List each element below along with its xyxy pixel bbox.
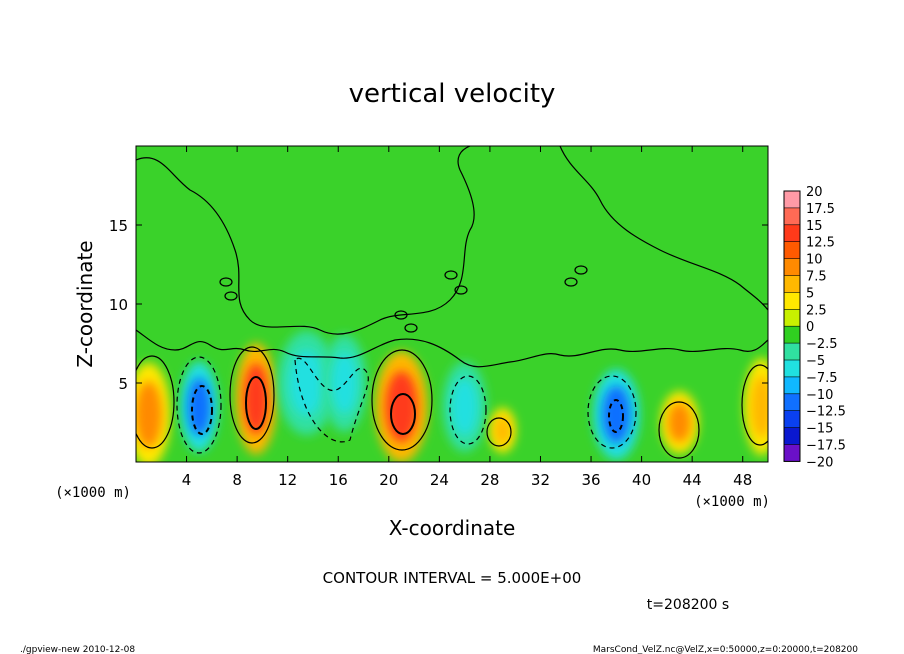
contour-negative	[608, 399, 624, 433]
colorbar-swatch	[784, 360, 800, 377]
colorbar-swatch	[784, 309, 800, 327]
x-tick-label: 12	[278, 471, 297, 489]
x-axis-label: X-coordinate	[389, 516, 516, 540]
colorbar-swatch	[784, 207, 800, 225]
colorbar-swatch	[784, 275, 800, 293]
contour-zero-line	[136, 329, 768, 368]
colorbar-swatch	[784, 444, 800, 462]
contour-zero-line	[741, 364, 768, 446]
colorbar-swatch	[784, 393, 800, 411]
colorbar-label: −5	[806, 354, 825, 369]
contour-negative	[176, 356, 222, 454]
heatmap-cell	[494, 416, 511, 445]
heatmap-cell	[668, 402, 692, 443]
contour-zero-line	[486, 417, 512, 447]
x-tick-label: 48	[733, 471, 752, 489]
contour-zero-line	[559, 146, 768, 311]
colorbar-swatch	[784, 191, 800, 208]
colorbar-swatch	[784, 410, 800, 428]
contour-positive	[390, 393, 416, 435]
contour-positive	[245, 376, 267, 430]
colorbar-label: −2.5	[806, 337, 838, 352]
heatmap-cell	[751, 375, 768, 438]
contour-negative	[449, 375, 487, 445]
contour-zero-line	[229, 346, 275, 444]
colorbar: 20 17.5 15 12.5 10 7.55 2.5 0 −2.5 −5 −7.5 −10 −12.5…	[783, 185, 846, 470]
y-tick-label: 10	[109, 296, 128, 314]
contour-negative	[191, 385, 213, 435]
y-axis-unit: (×1000 m)	[55, 485, 131, 501]
x-tick-label: 4	[182, 471, 192, 489]
colorbar-label: 17.5	[806, 202, 835, 217]
contour-zero-line	[136, 146, 475, 335]
x-tick-label: 8	[232, 471, 242, 489]
contour-negative	[587, 375, 637, 449]
x-tick-label: 36	[581, 471, 600, 489]
y-tick-label: 15	[109, 217, 128, 235]
heatmap-cell	[451, 377, 478, 436]
contour-lines	[136, 146, 768, 459]
x-tick-label: 44	[683, 471, 702, 489]
colorbar-label: 20	[806, 185, 823, 200]
colorbar-label: 2.5	[806, 303, 827, 318]
colorbar-label: 15	[806, 219, 823, 234]
y-tick-label: 5	[118, 375, 128, 393]
colorbar-swatch	[784, 241, 800, 259]
x-tick-label: 16	[329, 471, 348, 489]
heatmap-cell	[385, 371, 418, 443]
colorbar-label: 5	[806, 286, 814, 301]
heatmap-cell	[602, 385, 631, 444]
colorbar-swatch	[784, 343, 800, 360]
colorbar-swatch	[784, 258, 800, 276]
heatmap-cell	[288, 349, 325, 417]
x-tick-label: 24	[430, 471, 449, 489]
colorbar-label: 10	[806, 253, 823, 268]
heatmap-cell	[136, 381, 162, 448]
colorbar-label: 0	[806, 320, 814, 335]
footer-left: ./gpview-new 2010-12-08	[20, 645, 135, 654]
colorbar-label: −10	[806, 388, 833, 403]
time-text: t=208200 s	[647, 597, 729, 613]
x-tick-label: 40	[632, 471, 651, 489]
x-tick-label: 32	[531, 471, 550, 489]
footer-right: MarsCond_VelZ.nc@VelZ,x=0:50000,z=0:2000…	[593, 645, 858, 654]
colorbar-label: −12.5	[806, 405, 846, 420]
chart-title: vertical velocity	[349, 79, 556, 109]
colorbar-label: 12.5	[806, 236, 835, 251]
small-contour-loops	[219, 265, 588, 333]
colorbar-swatch	[784, 376, 800, 394]
colorbar-label: −20	[806, 455, 833, 470]
contour-zero-line	[371, 349, 433, 451]
colorbar-label: −15	[806, 422, 833, 437]
y-axis-label: Z-coordinate	[73, 240, 97, 367]
colorbar-swatch	[784, 326, 800, 344]
colorbar-label: −17.5	[806, 439, 846, 454]
negative-contours	[176, 356, 637, 454]
colorbar-swatch	[784, 292, 800, 310]
colorbar-swatch	[784, 224, 800, 242]
heatmap-cell	[243, 363, 269, 435]
x-axis-unit: (×1000 m)	[694, 494, 770, 510]
contour-zero-line	[658, 401, 700, 459]
colorbar-label: −7.5	[806, 371, 838, 386]
colorbar-swatch	[784, 427, 800, 445]
contour-negative	[294, 357, 369, 443]
contour-interval-text: CONTOUR INTERVAL = 5.000E+00	[323, 569, 582, 587]
x-tick-label: 20	[379, 471, 398, 489]
x-tick-label: 28	[480, 471, 499, 489]
contour-zero-line	[136, 355, 175, 449]
colorbar-label: 7.5	[806, 270, 827, 285]
heatmap-cell	[187, 377, 211, 436]
